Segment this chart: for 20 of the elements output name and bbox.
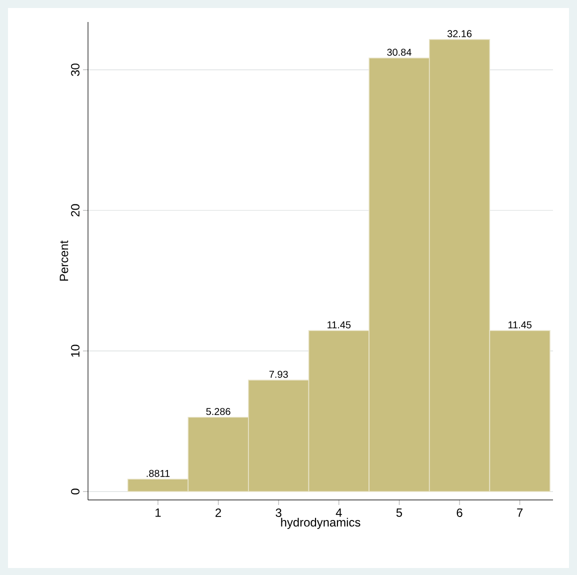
- y-tick-label: 0: [71, 488, 80, 494]
- data-label: .8811: [146, 470, 170, 477]
- x-axis-title: hydrodynamics: [281, 518, 360, 529]
- data-label: 11.45: [328, 321, 351, 328]
- data-label: 30.84: [387, 48, 412, 56]
- data-label: 7.93: [269, 370, 288, 378]
- x-tick-label: 6: [456, 508, 462, 517]
- x-tick-label: 1: [156, 508, 161, 517]
- data-label: 32.16: [447, 30, 472, 38]
- y-tick-label: 30: [71, 64, 80, 76]
- data-label: 5.286: [206, 408, 230, 416]
- y-axis-title: Percent: [60, 240, 68, 281]
- x-tick-label: 7: [517, 508, 523, 517]
- x-tick-label: 3: [276, 508, 282, 517]
- y-tick-label: 10: [71, 344, 80, 357]
- x-tick-label: 2: [216, 508, 222, 517]
- x-tick-label: 5: [396, 508, 402, 517]
- data-label: 11.45: [508, 321, 532, 328]
- x-tick-label: 4: [336, 508, 342, 517]
- y-tick-label: 20: [71, 204, 80, 216]
